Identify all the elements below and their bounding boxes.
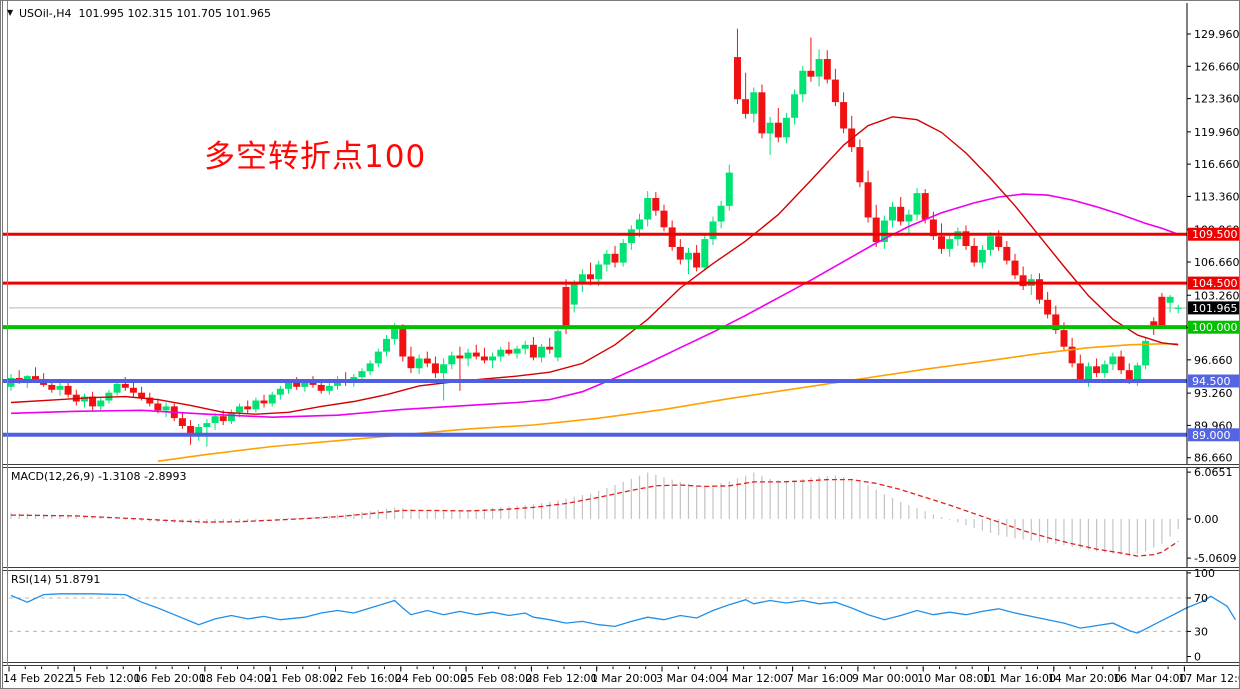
svg-text:129.960: 129.960 (1194, 28, 1240, 41)
svg-text:100.000: 100.000 (1192, 321, 1238, 334)
svg-text:22 Feb 16:00: 22 Feb 16:00 (330, 672, 402, 685)
svg-text:28 Feb 12:00: 28 Feb 12:00 (525, 672, 597, 685)
svg-text:113.360: 113.360 (1194, 190, 1240, 203)
svg-text:101.965: 101.965 (1192, 302, 1238, 315)
svg-text:3 Mar 04:00: 3 Mar 04:00 (656, 672, 722, 685)
symbol-dropdown-icon[interactable]: ▼ (7, 8, 14, 17)
svg-text:11 Mar 16:00: 11 Mar 16:00 (983, 672, 1056, 685)
svg-text:103.260: 103.260 (1194, 289, 1240, 302)
svg-text:70: 70 (1194, 592, 1208, 605)
svg-text:0.00: 0.00 (1194, 513, 1219, 526)
svg-text:21 Feb 08:00: 21 Feb 08:00 (264, 672, 336, 685)
svg-text:10 Mar 08:00: 10 Mar 08:00 (917, 672, 990, 685)
main-price-panel[interactable] (3, 28, 1187, 462)
svg-text:9 Mar 00:00: 9 Mar 00:00 (852, 672, 918, 685)
svg-text:126.660: 126.660 (1194, 60, 1240, 73)
svg-text:24 Feb 00:00: 24 Feb 00:00 (395, 672, 467, 685)
macd-indicator-label: MACD(12,26,9) -1.3108 -2.8993 (11, 470, 187, 483)
svg-text:106.660: 106.660 (1194, 256, 1240, 269)
svg-text:7 Mar 16:00: 7 Mar 16:00 (787, 672, 853, 685)
macd-panel[interactable] (10, 472, 1179, 557)
svg-text:4 Mar 12:00: 4 Mar 12:00 (721, 672, 787, 685)
svg-text:104.500: 104.500 (1192, 277, 1238, 290)
symbol-quote-header: USOil-,H4 101.995 102.315 101.705 101.96… (19, 7, 271, 20)
price-scale[interactable]: 129.960 126.660 123.360 119.960 116.660 113.3… (1187, 28, 1240, 664)
svg-text:18 Feb 04:00: 18 Feb 04:00 (199, 672, 271, 685)
rsi-indicator-label: RSI(14) 51.8791 (11, 573, 101, 586)
svg-text:0: 0 (1194, 651, 1201, 664)
svg-text:14 Feb 2022: 14 Feb 2022 (3, 672, 71, 685)
chart-text-annotation: 多空转折点100 (204, 139, 427, 175)
svg-text:30: 30 (1194, 625, 1208, 638)
rsi-panel[interactable] (9, 593, 1236, 634)
svg-text:-5.0609: -5.0609 (1194, 552, 1236, 565)
svg-text:25 Feb 08:00: 25 Feb 08:00 (460, 672, 532, 685)
svg-text:14 Mar 20:00: 14 Mar 20:00 (1048, 672, 1121, 685)
svg-text:86.660: 86.660 (1194, 452, 1233, 465)
svg-text:93.260: 93.260 (1194, 387, 1233, 400)
svg-text:16 Feb 20:00: 16 Feb 20:00 (134, 672, 206, 685)
svg-text:119.960: 119.960 (1194, 126, 1240, 139)
svg-text:16 Mar 04:00: 16 Mar 04:00 (1113, 672, 1186, 685)
svg-text:94.500: 94.500 (1192, 375, 1231, 388)
svg-text:96.660: 96.660 (1194, 354, 1233, 367)
svg-text:1 Mar 20:00: 1 Mar 20:00 (591, 672, 657, 685)
svg-text:6.0651: 6.0651 (1194, 466, 1233, 479)
svg-text:17 Mar 12:00: 17 Mar 12:00 (1178, 672, 1240, 685)
svg-text:89.000: 89.000 (1192, 429, 1231, 442)
svg-text:123.360: 123.360 (1194, 93, 1240, 106)
svg-text:116.660: 116.660 (1194, 158, 1240, 171)
svg-text:100: 100 (1194, 567, 1215, 580)
svg-text:15 Feb 12:00: 15 Feb 12:00 (68, 672, 140, 685)
svg-text:109.500: 109.500 (1192, 228, 1238, 241)
